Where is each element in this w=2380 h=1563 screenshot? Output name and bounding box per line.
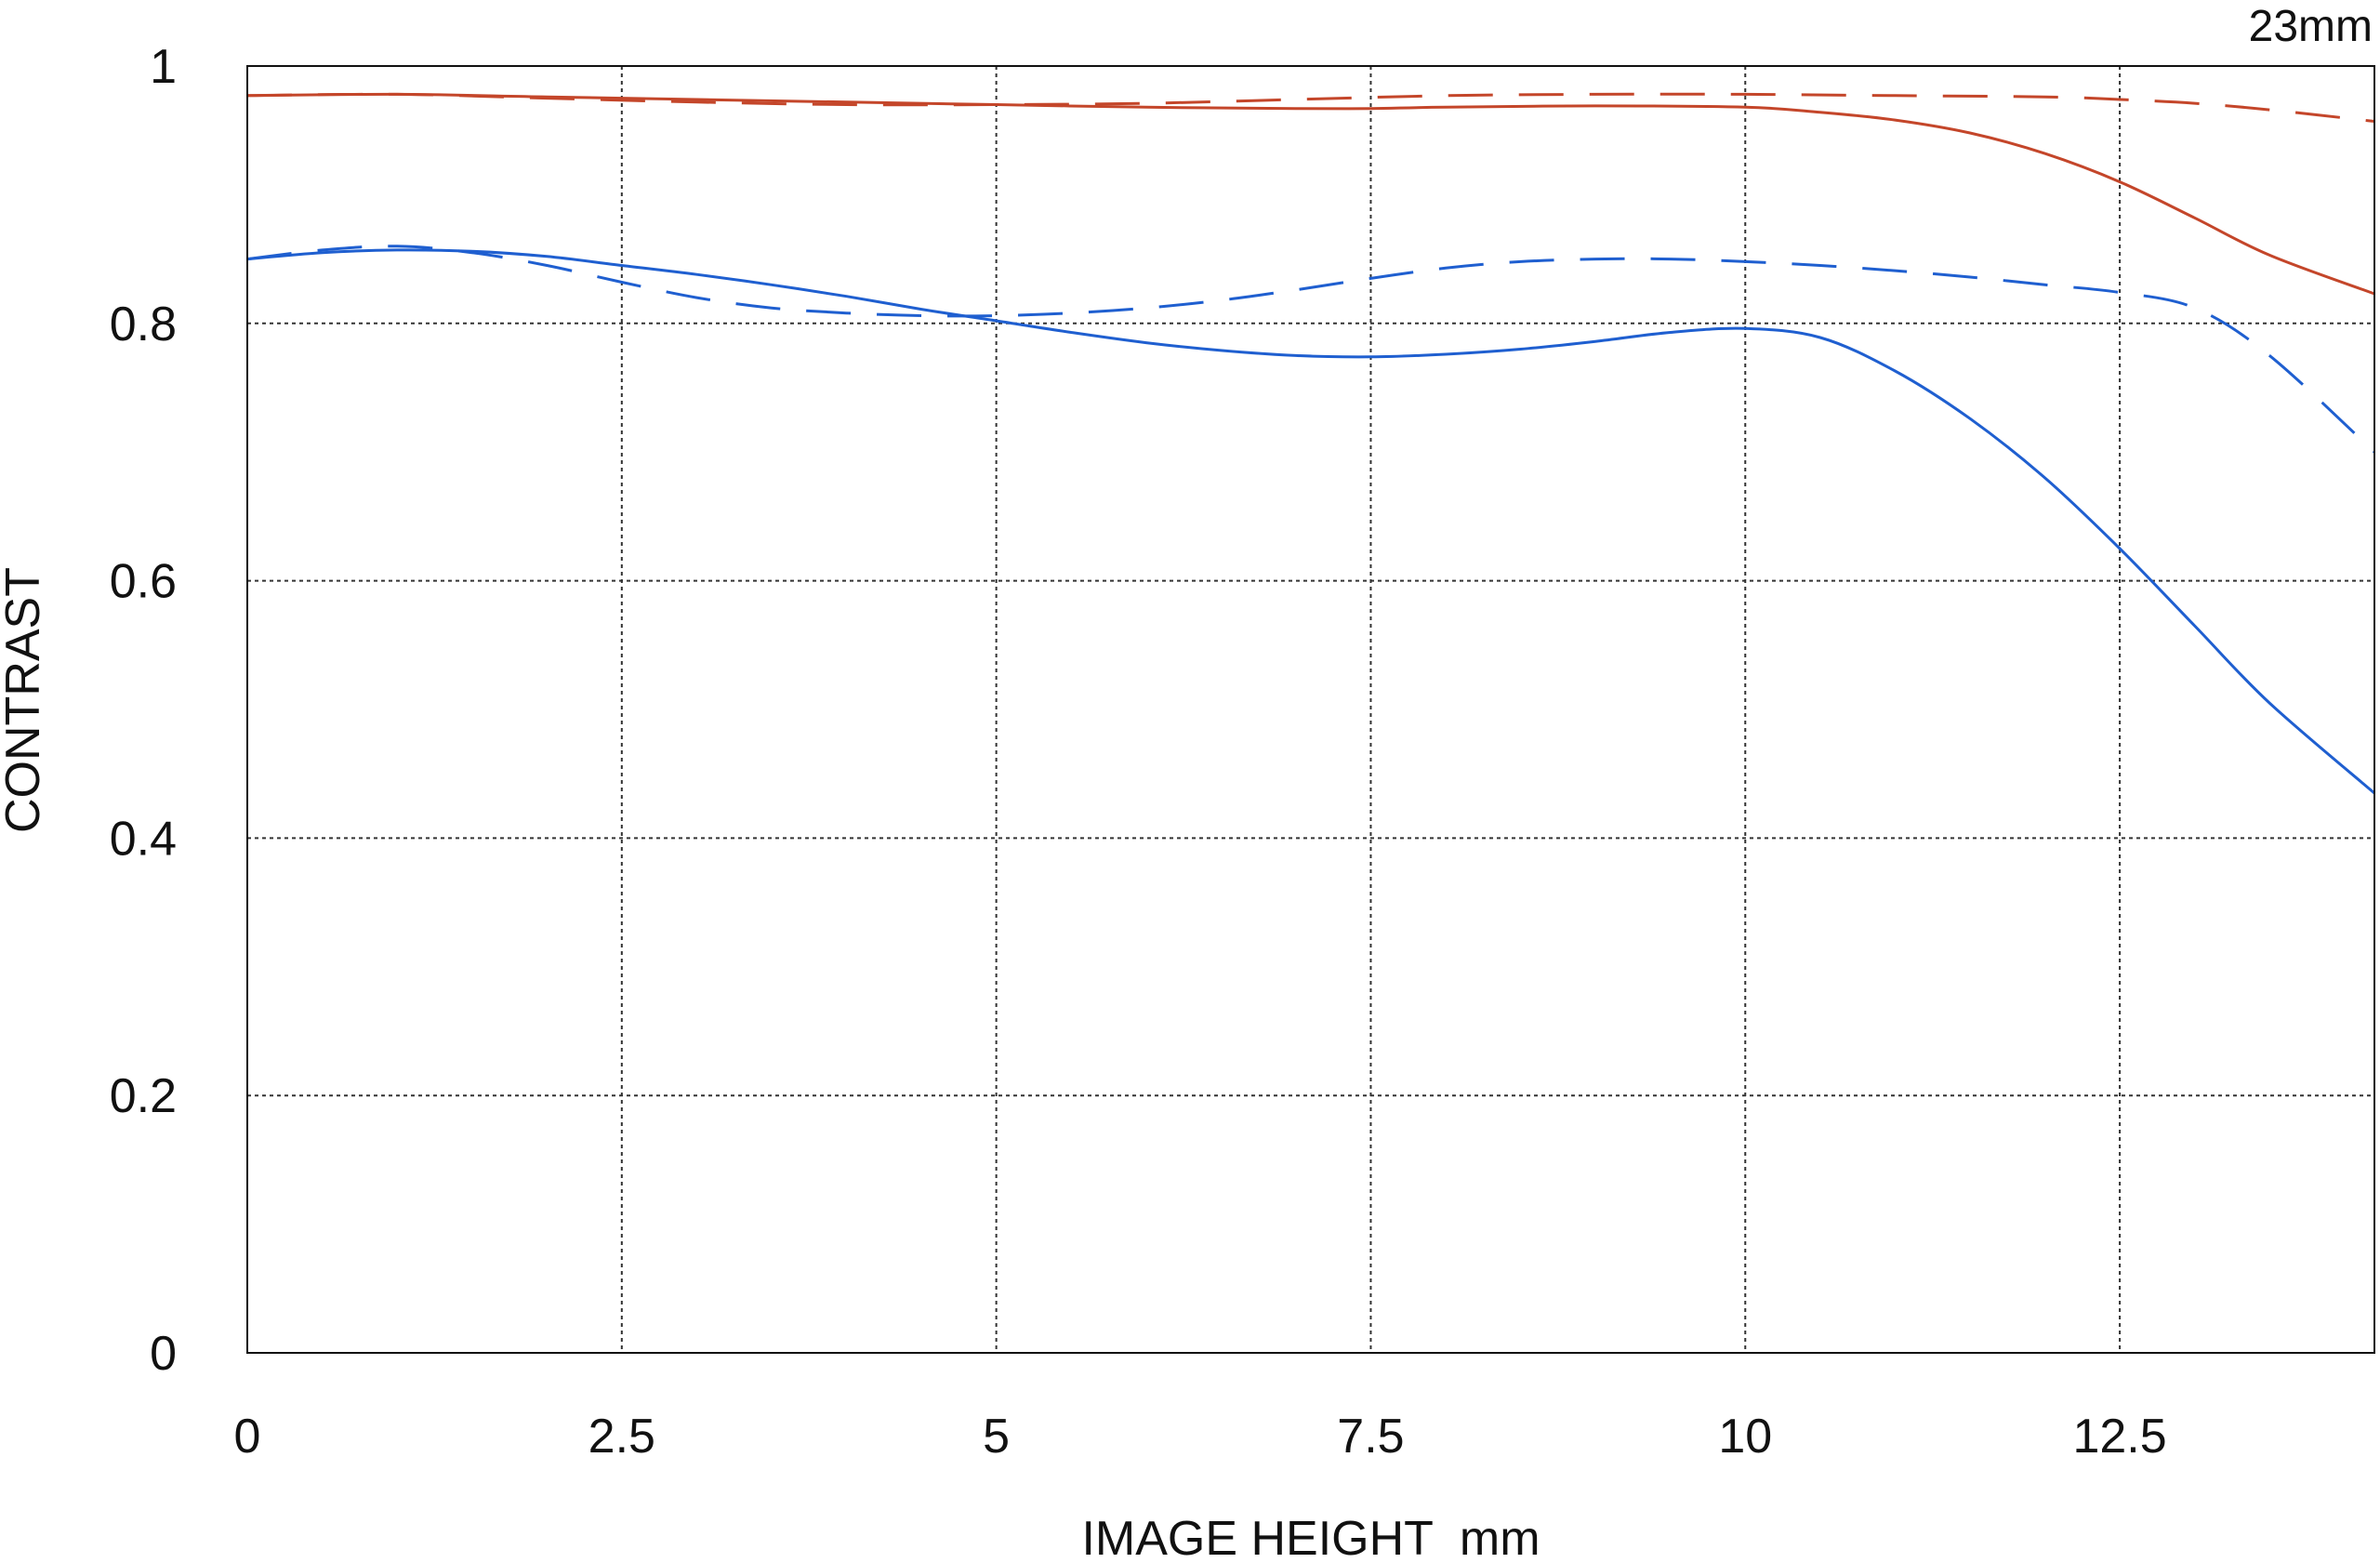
y-tick-label: 0.4 xyxy=(110,812,177,866)
x-tick-label: 10 xyxy=(1718,1410,1772,1464)
x-tick-label: 12.5 xyxy=(2072,1410,2166,1464)
blue-dashed-line xyxy=(246,245,2376,454)
y-axis-title: CONTRAST xyxy=(0,567,50,833)
red-dashed-line xyxy=(246,92,2375,123)
tick-labels: 0 2.5 5 7.5 10 12.5 0 0.2 0.4 0.6 0.8 1 xyxy=(110,40,2167,1464)
x-tick-label: 2.5 xyxy=(588,1410,655,1464)
red-solid-line xyxy=(246,92,2375,296)
y-tick-label: 0.8 xyxy=(110,298,177,351)
y-tick-label: 0.6 xyxy=(110,555,177,609)
y-tick-label: 0 xyxy=(150,1327,177,1381)
grid-lines xyxy=(247,66,2374,1353)
y-tick-label: 1 xyxy=(150,40,177,94)
series-lines xyxy=(246,92,2376,795)
x-tick-label: 0 xyxy=(234,1410,261,1464)
y-tick-label: 0.2 xyxy=(110,1069,177,1123)
blue-solid-line xyxy=(246,248,2375,795)
x-tick-label: 7.5 xyxy=(1337,1410,1404,1464)
plot-area-frame xyxy=(246,65,2375,1354)
x-axis-title: IMAGE HEIGHT mm xyxy=(1081,1512,1540,1563)
corner-label: 23mm xyxy=(2249,2,2373,51)
x-tick-label: 5 xyxy=(983,1410,1010,1464)
